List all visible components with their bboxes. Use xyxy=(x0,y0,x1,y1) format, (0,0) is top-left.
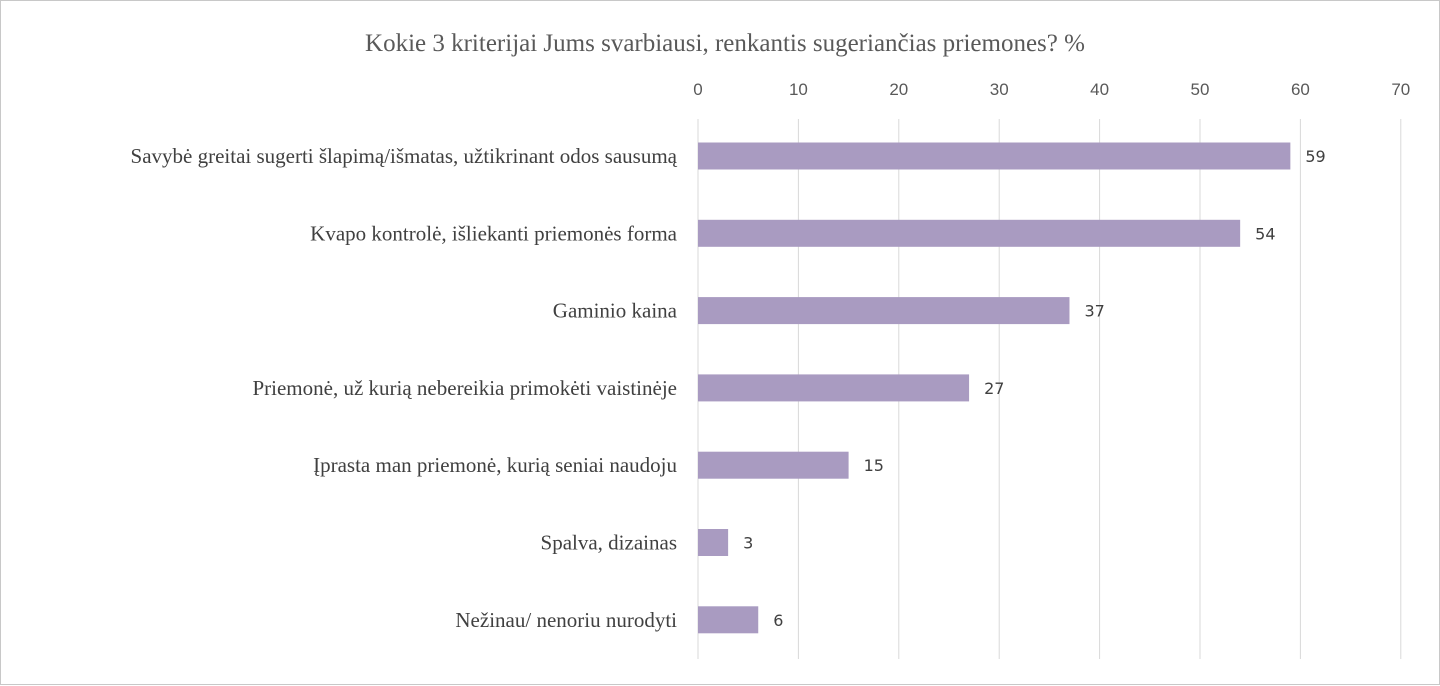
category-label: Kvapo kontrolė, išliekanti priemonės for… xyxy=(310,221,678,245)
data-label: 6 xyxy=(773,611,783,630)
category-label: Nežinau/ nenoriu nurodyti xyxy=(455,608,677,632)
x-tick-label: 40 xyxy=(1090,80,1109,99)
bar xyxy=(698,529,729,556)
category-label: Gaminio kaina xyxy=(553,299,678,323)
data-label: 3 xyxy=(743,534,753,553)
chart-title: Kokie 3 kriterijai Jums svarbiausi, renk… xyxy=(365,30,1085,57)
category-label: Savybė greitai sugerti šlapimą/išmatas, … xyxy=(131,144,678,168)
bar xyxy=(698,142,1291,170)
bar xyxy=(698,219,1241,247)
category-label: Spalva, dizainas xyxy=(541,531,677,555)
bars xyxy=(698,142,1291,634)
bar xyxy=(698,606,759,634)
category-label: Priemonė, už kurią nebereikia primokėti … xyxy=(252,376,677,400)
x-axis-ticks: 0 10 20 30 40 50 60 70 xyxy=(693,80,1410,99)
data-label: 59 xyxy=(1305,147,1325,166)
x-tick-label: 10 xyxy=(789,80,808,99)
x-tick-label: 30 xyxy=(990,80,1009,99)
category-label: Įprasta man priemonė, kurią seniai naudo… xyxy=(313,453,677,477)
x-tick-label: 70 xyxy=(1391,80,1410,99)
data-label: 37 xyxy=(1084,302,1104,321)
category-labels: Savybė greitai sugerti šlapimą/išmatas, … xyxy=(131,144,678,632)
bar xyxy=(698,451,849,479)
data-labels: 59 54 37 27 15 3 6 xyxy=(743,147,1326,630)
bar xyxy=(698,297,1070,325)
data-label: 54 xyxy=(1255,224,1275,243)
data-label: 15 xyxy=(864,456,884,475)
data-label: 27 xyxy=(984,379,1004,398)
x-tick-label: 60 xyxy=(1291,80,1310,99)
x-tick-label: 20 xyxy=(889,80,908,99)
bar xyxy=(698,374,970,402)
x-tick-label: 0 xyxy=(693,80,702,99)
x-tick-label: 50 xyxy=(1191,80,1210,99)
